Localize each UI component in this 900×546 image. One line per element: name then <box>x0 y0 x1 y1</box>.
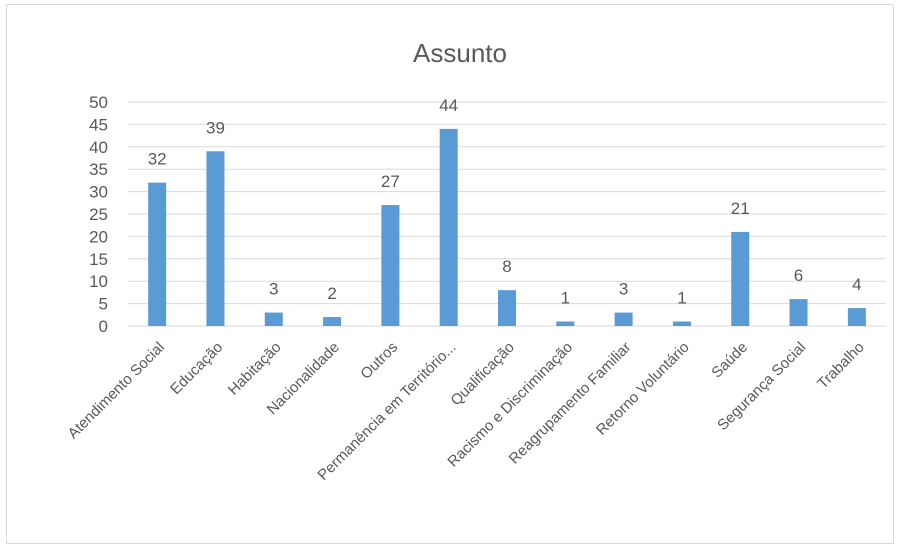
data-label: 21 <box>731 199 750 218</box>
data-label: 3 <box>619 280 628 299</box>
bar <box>731 231 750 326</box>
bar <box>789 299 808 326</box>
bar <box>148 182 167 326</box>
bar <box>264 312 283 326</box>
y-tick-label: 20 <box>89 227 108 246</box>
bar <box>206 151 225 326</box>
chart-title: Assunto <box>413 38 507 68</box>
y-tick-label: 0 <box>99 317 108 336</box>
bar <box>381 205 400 326</box>
gridlines <box>128 101 886 327</box>
bar <box>323 317 342 326</box>
y-axis-ticks: 0 5 10 15 20 25 30 35 40 45 50 <box>89 93 108 336</box>
y-tick-label: 30 <box>89 183 108 202</box>
bar <box>556 321 575 326</box>
data-label: 39 <box>206 118 225 137</box>
bar <box>498 290 516 326</box>
bar <box>439 128 458 326</box>
bar <box>614 312 633 326</box>
category-label: Outros <box>357 339 401 383</box>
data-label: 4 <box>852 275 861 294</box>
category-label: Saúde <box>708 339 751 382</box>
y-tick-label: 10 <box>89 272 108 291</box>
data-label: 2 <box>327 284 336 303</box>
data-label: 27 <box>381 172 400 191</box>
data-label: 32 <box>148 150 167 169</box>
y-tick-label: 40 <box>89 138 108 157</box>
bars <box>148 128 866 326</box>
data-label: 44 <box>439 96 458 115</box>
data-label: 3 <box>269 280 278 299</box>
y-tick-label: 35 <box>89 160 108 179</box>
x-axis-categories: Atendimento Social EducaçãoHabitaçãoNacio… <box>65 339 868 484</box>
y-tick-label: 50 <box>89 93 108 112</box>
data-label: 1 <box>561 289 570 308</box>
y-tick-label: 45 <box>89 115 108 134</box>
category-label: Trabalho <box>814 339 867 392</box>
bar <box>847 308 866 326</box>
data-label: 6 <box>794 266 803 285</box>
y-tick-label: 15 <box>89 250 108 269</box>
y-tick-label: 25 <box>89 205 108 224</box>
y-tick-label: 5 <box>99 295 108 314</box>
category-label: Habitação <box>225 339 285 399</box>
data-label: 8 <box>502 257 511 276</box>
category-label: Atendimento Social <box>65 339 168 442</box>
category-label: Educação <box>167 339 226 398</box>
bar <box>672 321 691 326</box>
data-label: 1 <box>677 289 686 308</box>
